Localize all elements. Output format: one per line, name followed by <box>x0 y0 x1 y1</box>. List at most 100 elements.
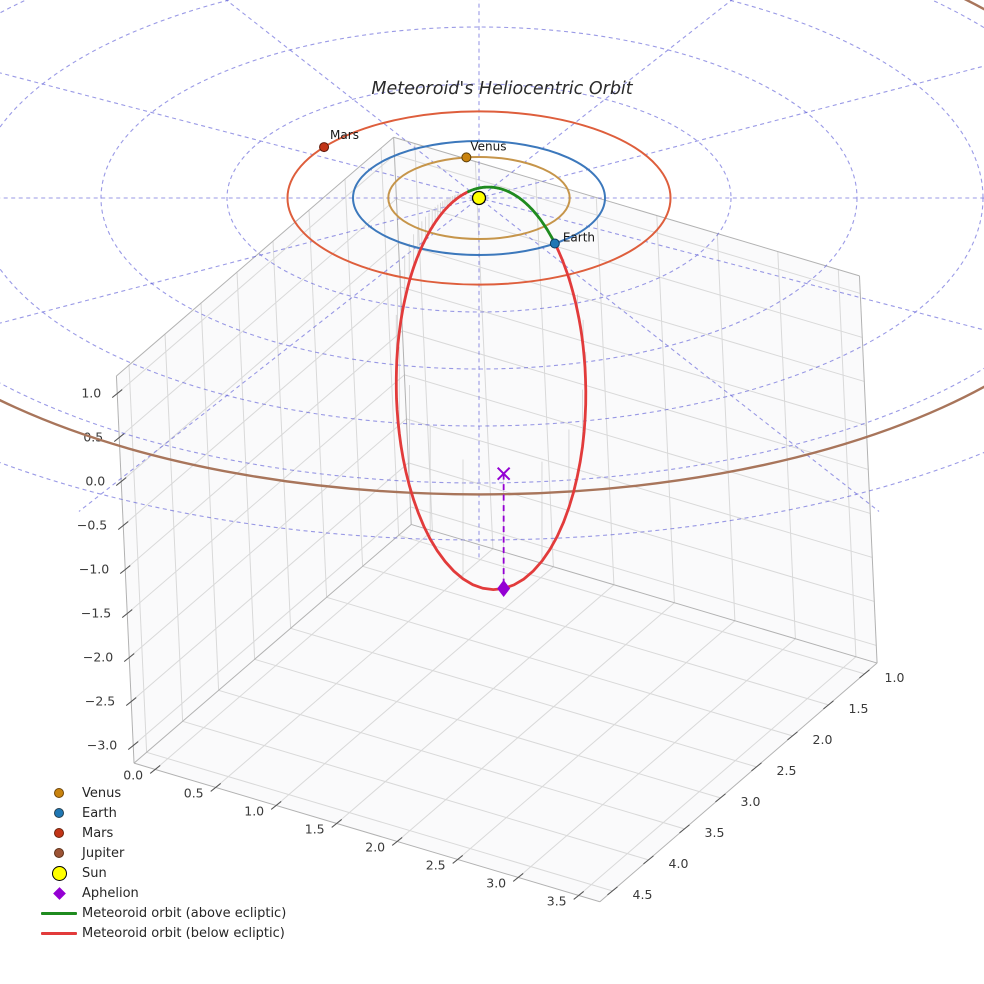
venus-orbit <box>387 155 571 241</box>
y-tick-label: 3.5 <box>705 825 725 840</box>
polar-grid-radial <box>484 65 984 198</box>
y-tick <box>787 731 798 741</box>
legend-label: Sun <box>82 865 107 881</box>
aphelion-diamond-marker <box>497 579 511 597</box>
z-tick-label: −2.0 <box>83 650 113 665</box>
wall-grid-z <box>404 374 871 514</box>
wall-grid-z <box>122 286 401 526</box>
legend-label: Earth <box>82 805 117 821</box>
polar-grid-radial <box>0 198 474 324</box>
polar-grid-radial <box>0 72 474 198</box>
z-tick <box>123 653 135 662</box>
x-tick-label: 3.0 <box>486 875 506 890</box>
earth-orbit <box>352 140 606 256</box>
legend-line-marker <box>36 911 82 915</box>
legend-marker-shape <box>54 848 64 858</box>
legend-marker-shape <box>54 808 64 818</box>
floor-grid-x <box>396 602 675 842</box>
legend-marker-shape <box>41 911 77 915</box>
legend-marker-shape <box>54 828 64 838</box>
polar-grid-radial <box>225 0 477 196</box>
floor-grid-y <box>398 534 865 675</box>
floor-grid-x <box>275 566 554 806</box>
floor-grid-y <box>254 658 721 799</box>
wall-grid-z <box>400 286 867 426</box>
x-tick <box>270 801 282 810</box>
meteoroid-orbit-above <box>477 185 558 247</box>
legend-item: Sun <box>36 863 286 883</box>
earth-label: Earth <box>563 231 595 245</box>
y-tick-label: 2.0 <box>813 732 833 747</box>
sun-marker <box>471 190 487 206</box>
z-tick-label: −2.5 <box>85 694 115 709</box>
earth-marker <box>549 238 560 249</box>
z-tick-label: −0.5 <box>77 518 107 533</box>
floor-grid-x <box>517 638 796 878</box>
floor-grid-x <box>336 584 615 824</box>
mars-marker <box>319 142 330 153</box>
z-tick <box>119 565 131 574</box>
legend-marker-shape <box>52 886 66 900</box>
x-tick-label: 1.0 <box>244 803 264 818</box>
y-tick <box>859 669 870 679</box>
legend-item: Earth <box>36 803 286 823</box>
x-tick-label: 2.5 <box>426 857 446 872</box>
polar-grid-circle <box>226 83 732 313</box>
legend-item: Meteoroid orbit (above ecliptic) <box>36 903 286 923</box>
wall-grid-z <box>402 330 869 470</box>
mars-orbit <box>286 110 672 286</box>
legend-label: Mars <box>82 825 114 841</box>
floor-grid-x <box>154 530 433 770</box>
legend-item: Venus <box>36 783 286 803</box>
legend-dot-marker <box>36 848 82 858</box>
axes-grid <box>116 143 877 896</box>
axes-ticks: 0.0 0.5 1.0 1.5 2.0 2.5 3.0 3.5 1.0 1.5 2.0 2.5 3.0 3… <box>77 386 905 909</box>
legend-item: Mars <box>36 823 286 843</box>
legend-line-marker <box>36 931 82 935</box>
z-tick-label: −1.0 <box>79 562 109 577</box>
planet-orbits <box>0 0 984 496</box>
box-edge <box>411 523 878 664</box>
wall-grid-z <box>396 198 863 338</box>
wall-grid-z <box>410 506 877 646</box>
y-tick-label: 2.5 <box>777 763 797 778</box>
aphelion-group <box>496 466 511 597</box>
z-tick <box>125 697 137 706</box>
ecliptic-polar-grid <box>0 0 984 560</box>
x-tick <box>331 819 343 828</box>
polar-grid-radial <box>78 200 477 512</box>
wall-grid-z <box>116 154 395 394</box>
floor-grid-y <box>146 751 613 892</box>
legend: Venus Earth Mars Jupiter Sun Aphelion Meteoroi… <box>36 783 286 943</box>
polar-grid-radial <box>481 0 733 196</box>
wall-grid-z <box>406 418 873 558</box>
chart-title: Meteoroid's Heliocentric Orbit <box>371 79 633 99</box>
legend-label: Meteoroid orbit (below ecliptic) <box>82 925 285 941</box>
floor-grid-x <box>578 656 857 896</box>
y-tick-label: 1.0 <box>885 670 905 685</box>
floor-grid-y <box>362 565 829 706</box>
floor-grid-x <box>215 548 494 788</box>
z-tick-label: 1.0 <box>81 386 101 401</box>
z-tick <box>117 521 129 530</box>
legend-item: Jupiter <box>36 843 286 863</box>
floor-grid-y <box>326 596 793 737</box>
x-tick <box>452 855 464 864</box>
x-tick-label: 3.5 <box>547 893 567 908</box>
aphelion-ecliptic-x-marker <box>496 466 511 481</box>
y-tick <box>643 855 654 865</box>
x-tick <box>391 837 403 846</box>
y-tick <box>679 824 690 834</box>
x-tick-label: 2.0 <box>365 839 385 854</box>
floor-pane <box>134 524 878 902</box>
y-tick-label: 3.0 <box>741 794 761 809</box>
x-tick <box>512 873 524 882</box>
wall-grid-z <box>126 374 405 614</box>
z-tick <box>115 477 127 486</box>
legend-marker-shape <box>41 931 77 935</box>
legend-dot-marker <box>36 788 82 798</box>
wall-grid-z <box>128 418 407 658</box>
z-tick <box>111 389 123 398</box>
floor-grid-y <box>182 720 649 861</box>
y-tick <box>715 793 726 803</box>
